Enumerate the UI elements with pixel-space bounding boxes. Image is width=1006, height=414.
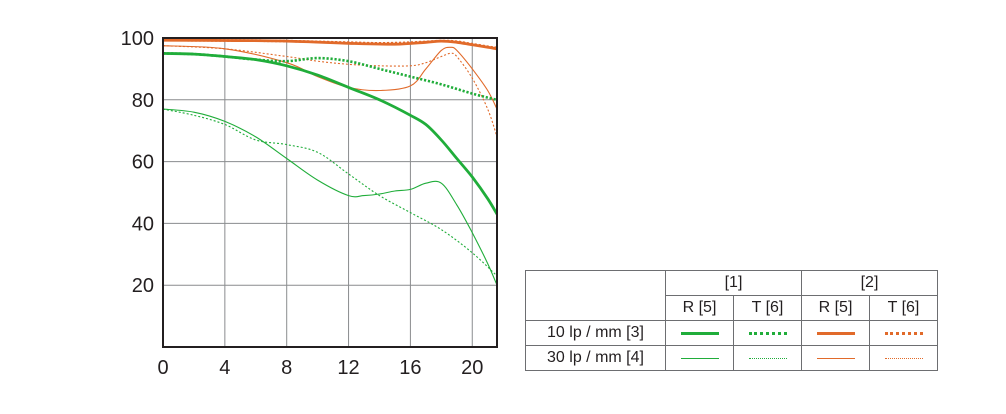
y-tick-label-1: 40 xyxy=(132,213,154,235)
legend-corner-cell xyxy=(525,270,666,321)
legend-row-30lp: 30 lp / mm [4] xyxy=(525,345,938,371)
legend-table: [1] [2] R [5] T [6] R [5] T [6] 10 lp / … xyxy=(525,270,938,371)
series-line-g2-r-30lp xyxy=(163,45,497,110)
legend-cell-g2-t-10 xyxy=(869,320,938,346)
legend-group-2-header: [2] xyxy=(801,270,938,296)
plot-frame xyxy=(162,37,498,348)
x-tick-label-5: 20 xyxy=(461,357,483,379)
y-tick-label-0: 20 xyxy=(132,275,154,297)
x-tick-label-4: 16 xyxy=(399,357,421,379)
y-tick-label-2: 60 xyxy=(132,152,154,174)
series-line-g1-t-30lp xyxy=(163,108,497,277)
swatch-g2-t-30 xyxy=(884,357,923,359)
legend-row-30lp-label: 30 lp / mm [4] xyxy=(525,345,666,371)
x-tick-label-2: 8 xyxy=(281,357,292,379)
legend-cell-g2-r-10 xyxy=(801,320,870,346)
legend-row-10lp-label: 10 lp / mm [3] xyxy=(525,320,666,346)
legend-direction-row: R [5] T [6] R [5] T [6] xyxy=(526,295,938,321)
legend-cell-g1-r-10 xyxy=(665,320,734,346)
swatch-g2-r-10 xyxy=(816,331,855,335)
x-tick-label-0: 0 xyxy=(157,357,168,379)
legend-cell-g2-r-30 xyxy=(801,345,870,371)
legend-header-row: [1] [2] xyxy=(525,270,938,321)
swatch-g2-r-30 xyxy=(816,357,855,359)
legend-g2-r-header: R [5] xyxy=(801,295,870,321)
legend-g2-t-header: T [6] xyxy=(869,295,938,321)
series-line-g2-t-10lp xyxy=(163,38,497,50)
x-tick-label-3: 12 xyxy=(337,357,359,379)
legend-row-10lp: 10 lp / mm [3] xyxy=(525,320,938,346)
legend-cell-g1-r-30 xyxy=(665,345,734,371)
swatch-g2-t-10 xyxy=(884,331,923,335)
y-tick-label-3: 80 xyxy=(132,90,154,112)
series-line-g1-r-30lp xyxy=(163,108,497,286)
legend-group-1-header: [1] xyxy=(665,270,802,296)
x-tick-label-1: 4 xyxy=(219,357,230,379)
chart-grid xyxy=(163,38,497,347)
legend-g1-r-header: R [5] xyxy=(665,295,734,321)
legend-cell-g2-t-30 xyxy=(869,345,938,371)
legend-cell-g1-t-30 xyxy=(733,345,802,371)
x-axis-ticks: 0 4 8 12 16 20 xyxy=(157,357,483,379)
series-line-g2-t-30lp xyxy=(163,45,497,138)
swatch-g1-r-10 xyxy=(680,331,719,335)
y-axis-ticks: 20 40 60 80 100 xyxy=(121,28,154,297)
swatch-g1-t-10 xyxy=(748,331,787,335)
swatch-g1-r-30 xyxy=(680,357,719,359)
series-line-g1-t-10lp xyxy=(163,52,497,102)
chart-series-layer xyxy=(163,38,497,286)
series-line-g1-r-10lp xyxy=(163,52,497,215)
swatch-g1-t-30 xyxy=(748,357,787,359)
y-tick-label-4: 100 xyxy=(121,28,154,50)
legend-cell-g1-t-10 xyxy=(733,320,802,346)
legend-g1-t-header: T [6] xyxy=(733,295,802,321)
